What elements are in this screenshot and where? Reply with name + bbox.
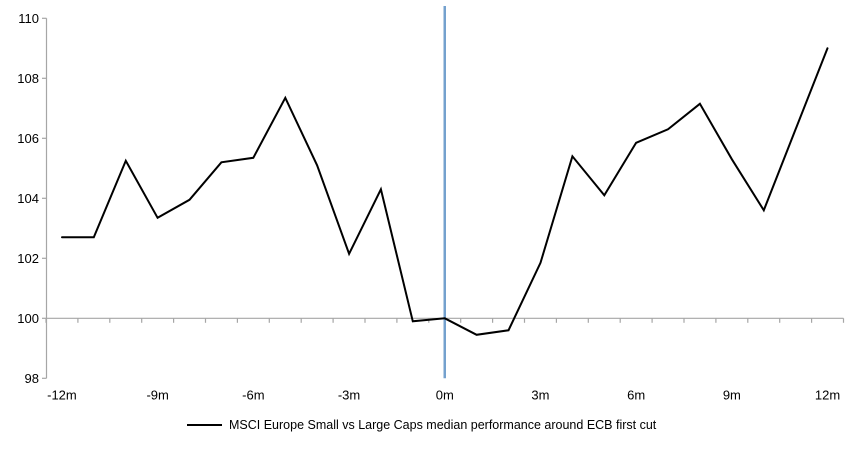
y-tick-label: 102	[17, 251, 39, 266]
data-line	[61, 47, 829, 336]
x-tick-label: -12m	[47, 388, 77, 403]
legend: MSCI Europe Small vs Large Caps median p…	[187, 416, 656, 434]
y-axis: 98 100 102 104 106 108 110	[17, 11, 48, 386]
y-tick-label: 98	[25, 371, 39, 386]
y-tick-label: 100	[17, 311, 39, 326]
y-tick-label: 104	[17, 191, 39, 206]
x-tick-label: 3m	[531, 388, 549, 403]
x-tick-label: 12m	[815, 388, 840, 403]
x-tick-label: -6m	[242, 388, 264, 403]
x-tick-label: -3m	[338, 388, 360, 403]
y-tick-label: 110	[18, 11, 39, 26]
legend-line-sample-icon	[187, 424, 222, 426]
x-tick-label: 0m	[436, 388, 454, 403]
x-tick-label: -9m	[146, 388, 168, 403]
x-tick-label: 6m	[627, 388, 645, 403]
x-axis: -12m -9m -6m -3m 0m 3m 6m 9m 12m	[45, 317, 845, 403]
legend-label: MSCI Europe Small vs Large Caps median p…	[229, 418, 657, 432]
x-tick-label: 9m	[723, 388, 741, 403]
y-tick-label: 106	[17, 131, 39, 146]
y-tick-label: 108	[17, 71, 39, 86]
